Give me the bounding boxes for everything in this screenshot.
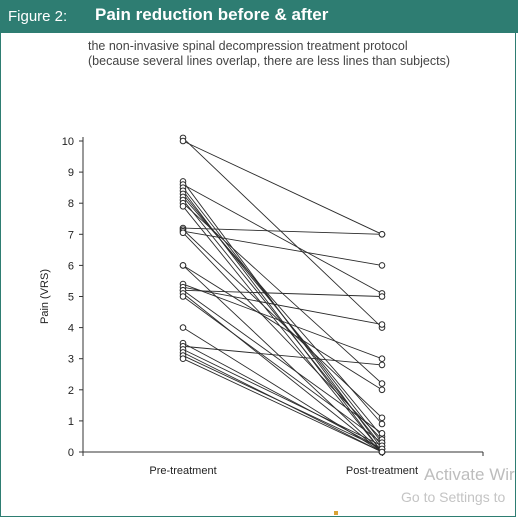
watermark-settings: Go to Settings to xyxy=(401,489,506,505)
series-line xyxy=(182,283,383,360)
data-point xyxy=(179,262,187,269)
data-point xyxy=(179,355,187,363)
data-point xyxy=(378,430,386,437)
data-point xyxy=(378,262,386,269)
figure-header: Figure 2: Pain reduction before & after xyxy=(0,0,518,33)
y-axis-label: Pain (VRS) xyxy=(39,269,51,324)
data-point xyxy=(179,293,187,300)
y-tick-label: 6 xyxy=(68,260,74,272)
y-tick-label: 7 xyxy=(68,229,74,241)
series-line xyxy=(182,296,383,444)
series-line xyxy=(182,358,383,453)
data-point xyxy=(179,137,187,145)
x-tick-label: Pre-treatment xyxy=(149,465,216,477)
series-line xyxy=(182,342,383,450)
series-line xyxy=(182,265,383,391)
series-line xyxy=(182,355,383,450)
series-line xyxy=(182,345,383,366)
data-point xyxy=(378,361,386,369)
data-point xyxy=(378,414,386,422)
series-line xyxy=(182,184,383,294)
data-point xyxy=(179,324,187,331)
data-point xyxy=(378,386,386,394)
subtitle-line-2: (because several lines overlap, there ar… xyxy=(88,54,450,68)
series-line xyxy=(182,140,383,235)
y-tick-label: 8 xyxy=(68,198,74,210)
y-tick-label: 4 xyxy=(68,323,74,335)
watermark-activate: Activate Wir xyxy=(424,465,515,484)
y-tick-label: 3 xyxy=(68,354,74,366)
series-line xyxy=(182,348,383,447)
series-line xyxy=(182,230,383,266)
data-point xyxy=(179,203,187,210)
y-tick-label: 10 xyxy=(62,136,74,148)
subtitle-line-1: the non-invasive spinal decompression tr… xyxy=(88,39,408,53)
data-point xyxy=(378,420,386,428)
y-tick-label: 5 xyxy=(68,292,74,304)
series-line xyxy=(182,206,383,453)
series-line xyxy=(182,227,383,235)
data-point xyxy=(378,355,386,363)
data-point xyxy=(179,229,187,237)
series-line xyxy=(182,286,383,325)
figure-title: Pain reduction before & after xyxy=(95,5,329,24)
series-line xyxy=(182,229,383,419)
series-line xyxy=(182,232,383,440)
data-point xyxy=(378,293,386,300)
data-point xyxy=(378,380,386,387)
series-line xyxy=(182,293,383,453)
series-line xyxy=(182,137,383,328)
data-point xyxy=(378,448,386,456)
y-tick-label: 2 xyxy=(68,385,74,397)
series-line xyxy=(182,289,383,434)
x-tick-label: Post-treatment xyxy=(346,465,418,477)
data-point xyxy=(378,231,386,238)
data-point xyxy=(378,321,386,328)
y-tick-label: 9 xyxy=(68,167,74,179)
figure-label: Figure 2: xyxy=(8,8,68,25)
y-tick-label: 0 xyxy=(68,447,74,459)
figure-subtitle: the non-invasive spinal decompression tr… xyxy=(88,39,513,69)
accent-dot xyxy=(334,511,338,515)
series-line xyxy=(182,289,383,297)
y-tick-label: 1 xyxy=(68,416,74,428)
